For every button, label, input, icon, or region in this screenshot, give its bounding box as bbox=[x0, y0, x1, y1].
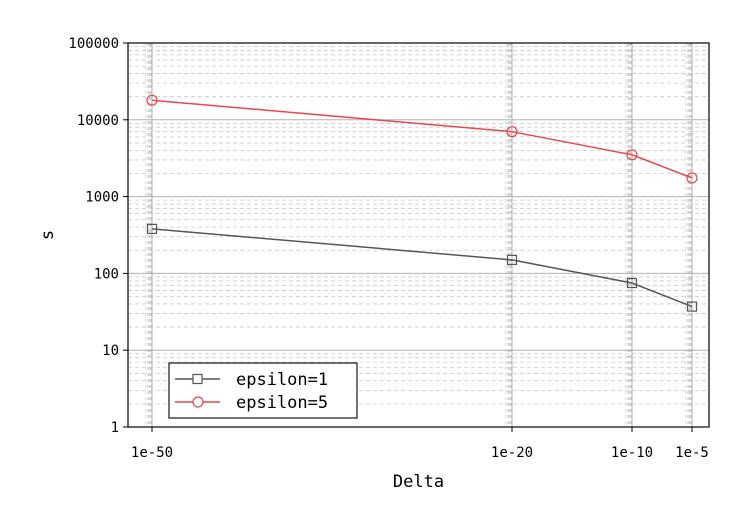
series-line-1 bbox=[151, 228, 693, 308]
legend-marker bbox=[192, 373, 203, 385]
legend: epsilon=1 epsilon=5 bbox=[168, 362, 358, 419]
y-tick-label: 1 bbox=[111, 420, 119, 436]
data-point-marker bbox=[626, 149, 638, 161]
x-tick-label: 1e-20 bbox=[491, 445, 533, 461]
x-axis-title: Delta bbox=[393, 472, 444, 492]
x-tick-label: 1e-10 bbox=[611, 445, 653, 461]
data-point-marker bbox=[146, 223, 158, 234]
legend-box bbox=[168, 362, 358, 419]
series-layer bbox=[146, 94, 698, 312]
legend-label: epsilon=5 bbox=[236, 393, 328, 413]
legend-label: epsilon=1 bbox=[236, 370, 328, 390]
y-tick-label: 10000 bbox=[77, 113, 119, 129]
y-tick-label: 100000 bbox=[68, 36, 119, 52]
y-tick-label: 1000 bbox=[85, 190, 119, 206]
x-axis-ticks: 1e-50 1e-20 1e-10 1e-5 bbox=[131, 427, 709, 461]
x-tick-label: 1e-50 bbox=[131, 445, 173, 461]
data-point-marker bbox=[506, 126, 518, 138]
y-tick-label: 10 bbox=[102, 343, 119, 359]
minor-grid bbox=[128, 43, 709, 427]
x-tick-label: 1e-5 bbox=[675, 445, 709, 461]
data-point-marker bbox=[686, 301, 698, 312]
data-point-marker bbox=[506, 254, 518, 265]
y-axis-title: s bbox=[38, 230, 58, 240]
data-point-marker bbox=[146, 94, 158, 106]
legend-marker bbox=[192, 396, 204, 408]
data-point-marker bbox=[686, 172, 698, 184]
series-line-2 bbox=[151, 99, 693, 179]
plot-frame bbox=[127, 42, 710, 428]
y-tick-label: 100 bbox=[94, 266, 119, 282]
data-point-marker bbox=[626, 277, 638, 289]
y-axis-ticks: 1 10 100 1000 10000 100000 bbox=[68, 36, 128, 436]
